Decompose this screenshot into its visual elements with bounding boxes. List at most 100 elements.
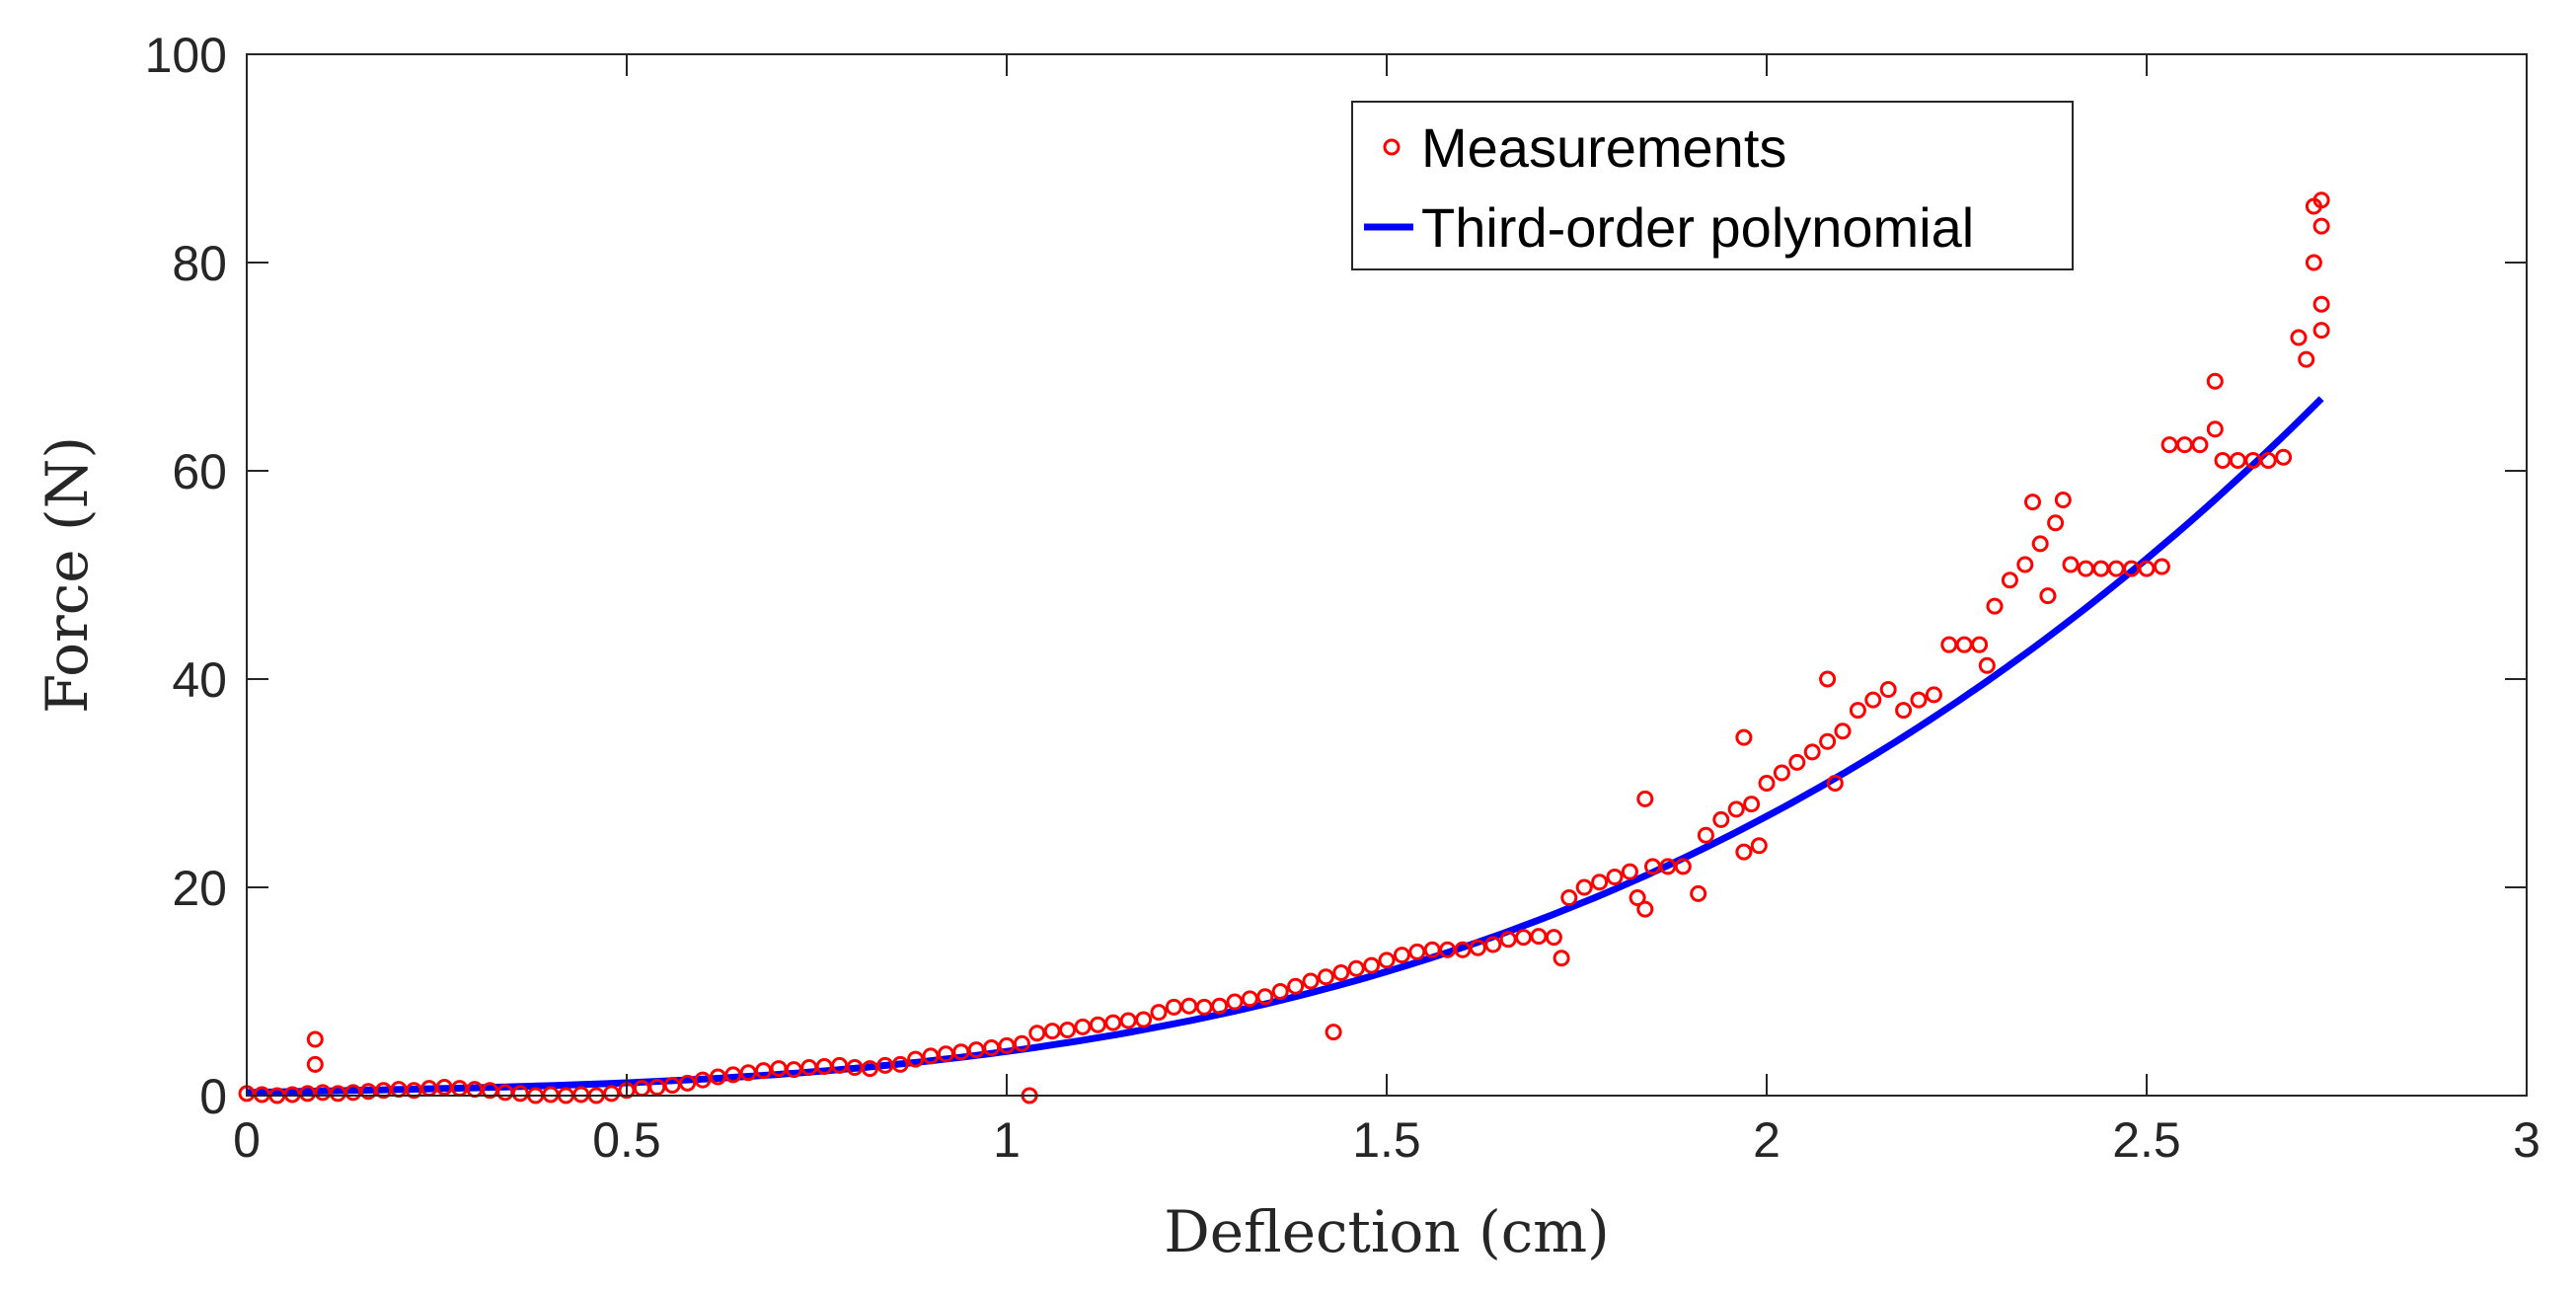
measurement-point <box>2229 451 2246 469</box>
measurement-point <box>679 1074 697 1092</box>
measurement-point <box>1910 691 1928 709</box>
measurement-point <box>2176 436 2193 454</box>
measurement-point <box>709 1068 726 1086</box>
measurement-point <box>306 1030 324 1048</box>
measurement-point <box>1621 863 1638 880</box>
measurement-point <box>1271 983 1289 1000</box>
x-tick-label: 0.5 <box>592 1112 661 1168</box>
measurement-point <box>1059 1022 1077 1039</box>
measurement-point <box>739 1064 757 1082</box>
measurement-point <box>405 1082 422 1100</box>
measurement-point <box>755 1062 773 1080</box>
measurement-point <box>952 1043 970 1061</box>
measurement-point <box>2047 514 2065 532</box>
measurement-point <box>1986 597 2004 615</box>
measurement-point <box>1347 959 1365 977</box>
measurement-point <box>2305 254 2322 271</box>
measurement-point <box>1454 941 1472 958</box>
measurement-point <box>2160 436 2178 454</box>
measurement-point <box>1553 950 1570 967</box>
measurement-point <box>511 1085 529 1103</box>
measurement-point <box>1864 691 1882 709</box>
measurement-point <box>1735 843 1753 861</box>
y-tick-label: 80 <box>172 236 227 291</box>
y-axis-label: Force (N) <box>34 436 101 714</box>
measurement-point <box>1575 878 1593 896</box>
measurement-point <box>1735 728 1753 746</box>
measurement-point <box>2312 322 2330 340</box>
measurement-point <box>1332 964 1350 982</box>
measurement-point <box>2092 560 2110 577</box>
measurement-point <box>572 1086 590 1104</box>
measurement-point <box>785 1061 802 1079</box>
measurement-point <box>1758 775 1776 792</box>
measurement-point <box>1302 972 1320 990</box>
measurement-point <box>2275 448 2293 466</box>
measurement-point <box>1629 889 1646 907</box>
measurement-point <box>1211 997 1229 1015</box>
measurement-point <box>1819 670 1837 688</box>
measurement-point <box>1028 1025 1046 1042</box>
measurement-point <box>1971 636 1989 653</box>
measurement-point <box>1978 656 1996 674</box>
measurement-point <box>2312 295 2330 313</box>
measurement-point <box>1408 943 1426 960</box>
measurement-point <box>1545 929 1562 947</box>
points-layer <box>238 191 2330 1104</box>
measurement-point <box>1606 868 1624 885</box>
y-tick-label: 20 <box>172 861 227 916</box>
measurement-point <box>1560 889 1578 907</box>
measurement-point <box>2312 191 2330 209</box>
measurement-point <box>306 1055 324 1073</box>
measurement-point <box>922 1047 940 1065</box>
measurement-point <box>1940 636 1958 653</box>
measurement-point <box>1803 743 1821 761</box>
measurement-point <box>1674 858 1692 875</box>
measurement-point <box>2062 556 2080 573</box>
x-tick-label: 2.5 <box>2112 1112 2181 1168</box>
measurement-point <box>1119 1012 1137 1029</box>
measurement-point <box>2024 494 2041 511</box>
measurement-point <box>1834 723 1852 740</box>
fit-layer <box>246 396 2324 1097</box>
measurement-point <box>1469 939 1486 956</box>
measurement-point <box>1743 796 1761 813</box>
measurement-point <box>2054 492 2072 509</box>
measurement-point <box>663 1076 681 1094</box>
measurement-point <box>1089 1016 1106 1033</box>
measurement-point <box>2077 560 2094 577</box>
legend-label-fit: Third-order polynomial <box>1421 196 1974 259</box>
x-tick-label: 2 <box>1753 1112 1780 1168</box>
measurement-point <box>1363 956 1381 974</box>
measurement-point <box>967 1041 985 1059</box>
measurement-point <box>1591 874 1609 891</box>
measurement-point <box>1636 790 1654 807</box>
measurement-point <box>2138 560 2156 577</box>
measurement-point <box>481 1082 498 1100</box>
x-tick-label: 1 <box>993 1112 1021 1168</box>
measurement-point <box>2016 556 2034 573</box>
x-axis-label: Deflection (cm) <box>1164 1198 1610 1265</box>
measurement-point <box>1819 732 1837 750</box>
measurement-point <box>983 1038 1001 1056</box>
measurement-point <box>1750 837 1768 855</box>
measurement-point <box>1325 1024 1342 1041</box>
legend-box <box>1351 101 2074 270</box>
measurement-point <box>1773 764 1790 782</box>
measurement-point <box>1697 826 1714 844</box>
measurement-point <box>1849 702 1866 720</box>
measurement-point <box>1256 988 1274 1006</box>
measurement-point <box>1895 702 1913 720</box>
measurement-point <box>2298 350 2315 368</box>
measurement-point <box>2001 571 2018 589</box>
measurement-point <box>1727 800 1745 818</box>
measurement-point <box>542 1086 560 1104</box>
x-tick-label: 3 <box>2513 1112 2540 1168</box>
measurement-point <box>1287 977 1305 995</box>
measurement-point <box>891 1055 909 1073</box>
measurement-point <box>1195 998 1213 1016</box>
measurement-point <box>2290 329 2308 346</box>
measurement-point <box>1165 998 1182 1016</box>
measurement-point <box>2206 372 2224 390</box>
